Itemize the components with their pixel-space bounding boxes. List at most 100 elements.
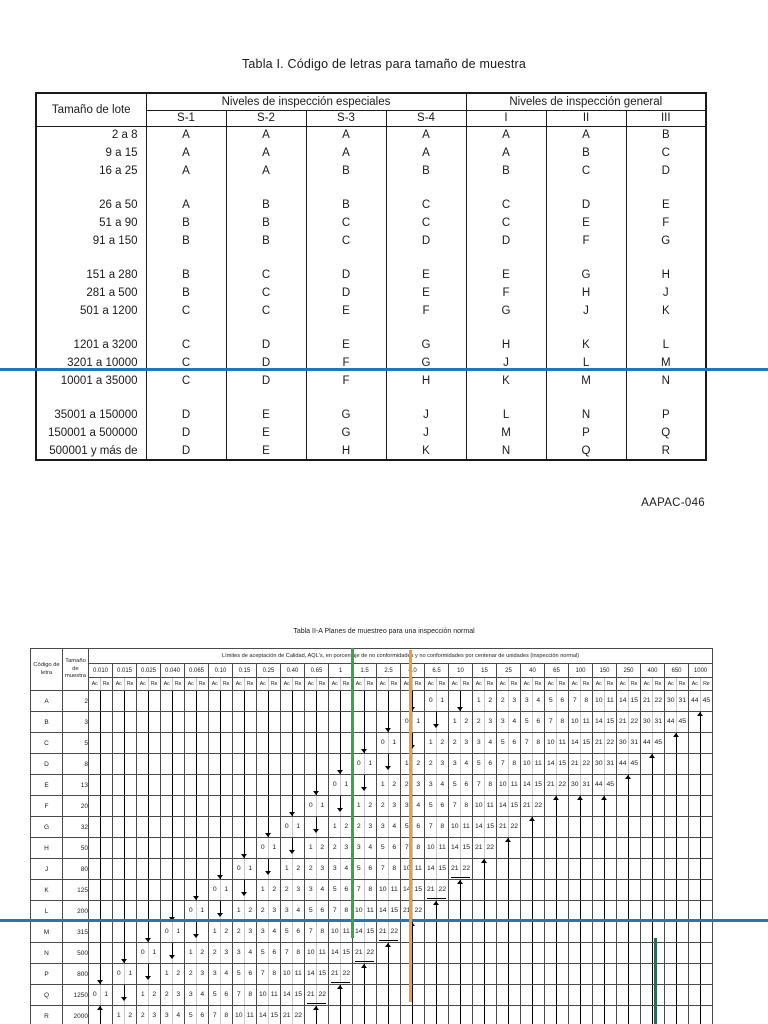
arrow-up-cell: [664, 963, 689, 985]
code-letter-cell: G: [30, 816, 63, 838]
subheader-label: Ac: [139, 681, 146, 687]
plan-row: G 32 0 1 1 2 2 3 3 4 5 6 7 8 10 11 14 15 21 22: [30, 816, 714, 838]
arrow-down-cell: [88, 963, 113, 985]
code-letter: H: [465, 336, 547, 354]
lot-size-range: 151 a 280: [35, 266, 147, 284]
acre-number: 22: [510, 823, 519, 830]
acre-number: 5: [548, 697, 553, 704]
arrow-up-cell: [424, 921, 449, 943]
sample-size-cell: 800: [62, 963, 89, 985]
arrow-up-cell: [687, 921, 714, 943]
subheader-label: Re: [102, 681, 110, 687]
acre-number: 2: [164, 991, 169, 998]
sample-size-code-letter-table: Tamaño de lote Niveles de inspección esp…: [35, 92, 708, 461]
acre-number: 1: [416, 718, 421, 725]
acre-number: 30: [618, 739, 627, 746]
subheader-label: Re: [582, 681, 590, 687]
acre-number: 44: [666, 718, 675, 725]
code-letter: F: [625, 214, 707, 232]
code-letter: M: [545, 372, 627, 390]
acre-number: 8: [368, 886, 373, 893]
acre-number: 6: [416, 823, 421, 830]
sample-size-cell: 32: [62, 816, 89, 838]
arrow-down-cell: [112, 942, 137, 964]
acre-number: 2: [488, 697, 493, 704]
acre-number: 1: [164, 970, 169, 977]
arrow-down-cell: [256, 774, 281, 796]
acre-number: 0: [212, 886, 217, 893]
code-letter: C: [145, 372, 227, 390]
plan-row: A 2 0 1 1 2 2 3 3 4 5 6 7 8 10 11 14 15 21 22 30 31 44 45: [30, 690, 714, 712]
arrow-down-cell: [160, 816, 185, 838]
acre-number: 6: [464, 781, 469, 788]
code-letter: G: [465, 302, 547, 320]
table1-row: 500001 y más de D E H K N Q R: [35, 442, 707, 460]
spacer-cell: [545, 320, 627, 336]
arrow-down-cell: [304, 711, 329, 733]
spacer-cell: [225, 320, 307, 336]
arrow-down-cell: [184, 732, 209, 754]
aql-value: 1.5: [352, 663, 377, 678]
acre-number: 0: [380, 739, 385, 746]
arrow-down-cell: [304, 732, 329, 754]
arrow-down-cell: [280, 837, 305, 859]
acre-header-row: Ac Re Ac Re Ac Re Ac Re Ac Re Ac Re Ac Re Ac Re Ac Re Ac Re…: [31, 677, 714, 691]
code-letter: D: [305, 266, 387, 284]
arrow-up-cell: [544, 795, 569, 817]
acre-number: 2: [296, 865, 301, 872]
lot-size-range: 500001 y más de: [35, 442, 147, 460]
spacer-cell: [385, 390, 467, 406]
acre-value-cell: 10 11: [520, 753, 545, 775]
sample-size-cell: 5: [62, 732, 89, 754]
code-letter: C: [225, 302, 307, 320]
code-letter: H: [625, 266, 707, 284]
arrow-down-cell: [136, 879, 161, 901]
acre-number: 10: [594, 697, 603, 704]
acre-number: 1: [320, 802, 325, 809]
acre-value-cell: 21 22: [496, 816, 521, 838]
acre-number: 1: [224, 886, 229, 893]
acre-number: 1: [272, 844, 277, 851]
table2-body: A 2 0 1 1 2 2 3 3 4 5 6 7 8 10 11 14 15 21 22 30 31 44 45 B 3 0 1 1 2…: [30, 690, 714, 1024]
arrow-down-cell: [232, 753, 257, 775]
acre-value-cell: 44 45: [592, 774, 617, 796]
arrow-down-cell: [160, 858, 185, 880]
code-letter: C: [625, 144, 707, 162]
subheader-label: Re: [606, 681, 614, 687]
aql-value: 650: [664, 663, 689, 678]
code-letter-cell: R: [30, 1005, 63, 1024]
acre-number: 11: [390, 886, 398, 893]
acre-number: 6: [440, 802, 445, 809]
plan-row: L 200 0 1 1 2 2 3 3 4 5 6 7 8 10 11 14 15 21 22: [30, 900, 714, 922]
acre-number: 10: [234, 1012, 243, 1019]
arrow-down-cell: [160, 837, 185, 859]
arrow-down-cell: [88, 837, 113, 859]
arrow-up-cell: [616, 879, 641, 901]
general-inspection-levels-header: Niveles de inspección general: [465, 93, 707, 111]
arrow-down-cell: [376, 711, 401, 733]
acre-number: 3: [188, 991, 193, 998]
table1-row: 501 a 1200 C C E F G J K: [35, 302, 707, 320]
acre-number: 3: [308, 886, 313, 893]
acre-number: 45: [654, 739, 663, 746]
ac-re-subheader: Ac Re: [496, 677, 521, 691]
acre-value-cell: 44 45: [664, 711, 689, 733]
sample-size-cell: 50: [62, 837, 89, 859]
lot-size-range: 1201 a 3200: [35, 336, 147, 354]
code-letter: E: [545, 214, 627, 232]
acre-number: 4: [488, 739, 493, 746]
arrow-down-cell: [184, 879, 209, 901]
acre-number: 45: [702, 697, 711, 704]
acre-value-cell: 30 31: [616, 732, 641, 754]
acre-number: 44: [618, 760, 627, 767]
acre-number: 8: [392, 865, 397, 872]
ac-re-subheader: Ac Re: [112, 677, 137, 691]
subheader-label: Ac: [355, 681, 362, 687]
code-letter: J: [625, 284, 707, 302]
